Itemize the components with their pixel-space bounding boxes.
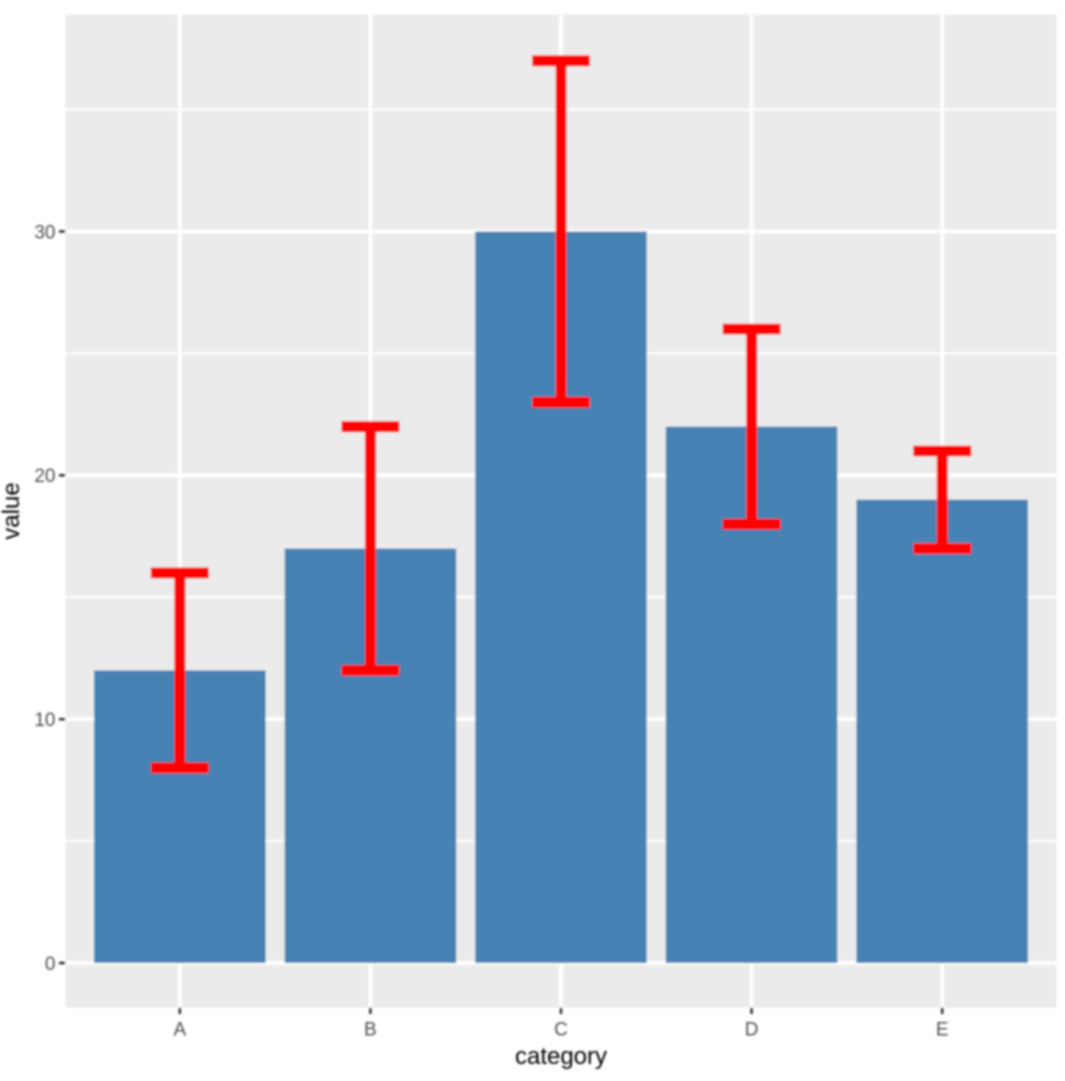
svg-text:C: C — [554, 1020, 568, 1041]
svg-text:D: D — [745, 1020, 759, 1041]
svg-text:30: 30 — [34, 222, 55, 243]
svg-text:E: E — [936, 1020, 949, 1041]
svg-text:B: B — [364, 1020, 377, 1041]
svg-text:20: 20 — [34, 466, 55, 487]
svg-text:0: 0 — [45, 954, 56, 975]
svg-text:A: A — [173, 1020, 186, 1041]
svg-text:value: value — [0, 482, 25, 539]
svg-text:category: category — [515, 1043, 607, 1070]
svg-text:10: 10 — [34, 710, 55, 731]
